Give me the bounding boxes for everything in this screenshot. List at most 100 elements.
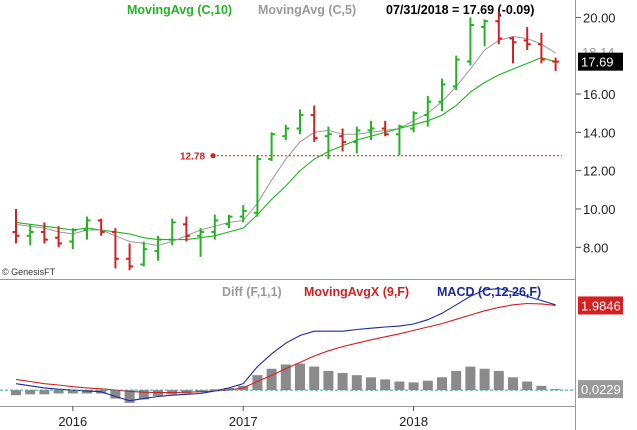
histogram-bar xyxy=(11,390,21,396)
macd-value-label: 0.0229 xyxy=(581,382,621,397)
histogram-bar xyxy=(67,390,78,394)
legend-ma10: MovingAvg (C,10) xyxy=(127,3,232,17)
legend-signal: MovingAvgX (9,F) xyxy=(304,285,409,299)
histogram-bar xyxy=(110,390,121,399)
price-tick-label: 20.00 xyxy=(583,10,616,25)
macd-axis: 1.9846 0.0229 xyxy=(578,296,623,399)
macd-line xyxy=(15,288,556,402)
ohlc-bar xyxy=(253,155,261,217)
histogram-bar xyxy=(394,381,405,391)
ohlc-bar xyxy=(438,78,446,112)
price-bars xyxy=(12,11,560,271)
histogram-bar xyxy=(82,390,92,394)
price-tick-label: 14.00 xyxy=(583,125,616,140)
histogram-bar xyxy=(437,377,447,391)
ohlc-bar xyxy=(282,124,290,140)
x-tick-label: 2018 xyxy=(399,414,428,429)
ohlc-bar xyxy=(353,126,361,154)
price-tick-label: 10.00 xyxy=(583,202,616,217)
histogram-bar xyxy=(337,373,348,391)
last-value-label: 17.69 xyxy=(581,55,614,70)
histogram-bar xyxy=(209,389,220,391)
histogram-bar xyxy=(351,375,362,391)
ohlc-bar xyxy=(268,132,276,162)
ohlc-bar xyxy=(324,126,332,160)
ohlc-bar xyxy=(111,228,119,269)
ohlc-bar xyxy=(452,55,460,91)
ohlc-bar xyxy=(509,36,517,64)
ohlc-bar xyxy=(40,222,48,244)
histogram-bar xyxy=(138,390,149,400)
histogram-bar xyxy=(508,377,518,391)
ohlc-bar xyxy=(466,17,474,66)
ohlc-bar xyxy=(495,11,503,45)
histogram-bar xyxy=(53,390,64,394)
price-tick-label: 8.00 xyxy=(583,240,608,255)
ohlc-bar xyxy=(410,111,418,133)
histogram-bar xyxy=(451,370,462,391)
ohlc-bar xyxy=(26,224,34,246)
histogram-bar xyxy=(124,390,135,403)
last-value-box xyxy=(578,52,623,71)
ohlc-bar xyxy=(381,120,389,137)
ohlc-bar xyxy=(55,226,63,248)
support-label: 12.78 xyxy=(180,152,205,163)
ohlc-bar xyxy=(296,109,304,135)
ohlc-bar xyxy=(182,216,190,242)
price-tick-label: 12.00 xyxy=(583,164,616,179)
macd-lines xyxy=(15,288,556,402)
ohlc-bar xyxy=(523,26,531,50)
ohlc-bar xyxy=(83,216,91,240)
legend-macd: MACD (C,12,26,F) xyxy=(437,285,541,299)
histogram-bar xyxy=(422,380,433,391)
ohlc-bar xyxy=(537,32,545,64)
histogram-bar xyxy=(252,375,263,391)
support-marker xyxy=(210,153,216,159)
price-tick-label: 16.00 xyxy=(583,87,616,102)
ohlc-bar xyxy=(339,128,347,152)
histogram-bar xyxy=(195,390,206,393)
ma10-line xyxy=(15,57,556,241)
macd-value-label: 1.9846 xyxy=(581,298,621,313)
price-panel: MovingAvg (C,10) MovingAvg (C,5) 07/31/2… xyxy=(2,3,623,277)
ohlc-bar xyxy=(481,19,489,47)
ohlc-bar xyxy=(126,243,134,271)
ma5-line xyxy=(15,36,556,246)
macd-value-box xyxy=(578,296,623,315)
histogram-bar xyxy=(536,385,547,391)
macd-value-box xyxy=(578,380,623,399)
ohlc-bar xyxy=(395,124,403,156)
x-tick-label: 2017 xyxy=(229,414,258,429)
histogram-bar xyxy=(408,382,419,391)
ohlc-bar xyxy=(12,208,20,244)
ohlc-bar xyxy=(168,218,176,246)
histogram-bar xyxy=(522,381,533,391)
x-axis: 2016 2017 2018 xyxy=(0,406,575,429)
histogram-bar xyxy=(380,379,391,391)
macd-panel: Diff (F,1,1) MovingAvgX (9,F) MACD (C,12… xyxy=(0,285,623,403)
ohlc-bar xyxy=(69,228,77,250)
support-line: 12.78 xyxy=(180,152,562,163)
signal-line xyxy=(15,302,556,394)
watermark: © GenesisFT xyxy=(2,267,56,277)
x-tick-label: 2016 xyxy=(58,414,87,429)
legend-diff: Diff (F,1,1) xyxy=(222,285,282,299)
ohlc-bar xyxy=(140,241,148,267)
ohlc-bar xyxy=(310,105,318,142)
histogram-bar xyxy=(366,377,376,391)
macd-histogram xyxy=(11,363,561,403)
histogram-bar xyxy=(39,390,50,395)
legend-ma5: MovingAvg (C,5) xyxy=(258,3,356,17)
ohlc-bar xyxy=(154,235,162,261)
ohlc-bar xyxy=(552,57,560,72)
ohlc-bar xyxy=(424,95,432,127)
histogram-bar xyxy=(295,363,305,391)
ohlc-bar xyxy=(239,205,247,223)
histogram-bar xyxy=(25,390,36,395)
price-readout: 07/31/2018 = 17.69 (-0.09) xyxy=(386,3,534,17)
histogram-bar xyxy=(479,368,490,391)
ohlc-bar xyxy=(225,214,233,229)
